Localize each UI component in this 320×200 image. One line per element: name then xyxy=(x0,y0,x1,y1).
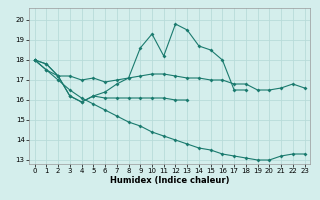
X-axis label: Humidex (Indice chaleur): Humidex (Indice chaleur) xyxy=(110,176,229,185)
